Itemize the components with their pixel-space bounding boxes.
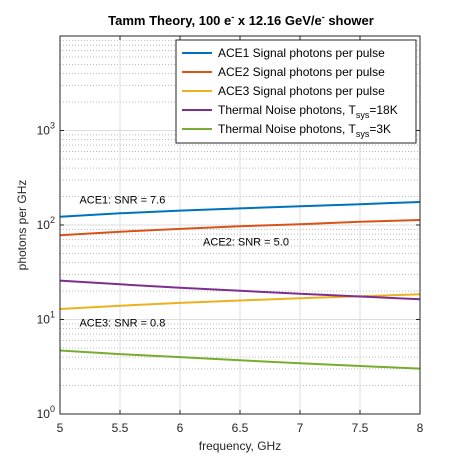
title-part: x 12.16 GeV/e (234, 13, 321, 28)
x-tick-label: 7.5 (352, 421, 369, 435)
annotations: ACE1: SNR = 7.6 ACE2: SNR = 5.0 ACE3: SNR … (79, 195, 289, 330)
title-part: shower (325, 13, 374, 28)
y-tick-label: 103 (37, 121, 55, 138)
y-axis-label: photons per GHz (15, 180, 29, 271)
snr-annotation: ACE2: SNR = 5.0 (203, 236, 289, 248)
series-line-5 (59, 349, 421, 370)
series-line-1 (59, 201, 421, 218)
series-line-2 (59, 219, 421, 237)
legend-entry: ACE2 Signal photons per pulse (218, 65, 385, 79)
x-tick-label: 6.5 (232, 421, 249, 435)
snr-annotation: ACE3: SNR = 0.8 (79, 318, 165, 330)
legend-box (175, 39, 417, 144)
legend-entry: ACE3 Signal photons per pulse (218, 84, 385, 98)
chart-title: Tamm Theory, 100 e- x 12.16 GeV/e- showe… (108, 12, 374, 28)
title-part: Tamm Theory, 100 e (108, 13, 231, 28)
series-lines (59, 201, 421, 370)
y-tick-label: 101 (37, 310, 55, 327)
title-part: - (322, 12, 325, 22)
x-tick-label: 8 (417, 421, 424, 435)
title-part: - (231, 12, 234, 22)
x-axis-label: frequency, GHz (199, 439, 281, 453)
x-tick-labels: 5 5.5 6 6.5 7 7.5 8 (57, 421, 424, 435)
snr-annotation: ACE1: SNR = 7.6 (79, 195, 165, 207)
x-tick-label: 5 (57, 421, 64, 435)
legend-entry: Thermal Noise photons, Tsys=18K (218, 103, 398, 120)
legend-entry: ACE1 Signal photons per pulse (218, 46, 385, 60)
y-tick-label: 102 (37, 215, 55, 232)
x-tick-label: 7 (297, 421, 304, 435)
x-tick-label: 5.5 (112, 421, 129, 435)
legend: ACE1 Signal photons per pulse ACE2 Signal… (175, 39, 417, 144)
axis-ticks (59, 36, 421, 415)
y-tick-label: 100 (37, 404, 55, 421)
series-line-4 (59, 279, 421, 301)
y-tick-labels: 100 101 102 103 (37, 121, 55, 422)
legend-entry: Thermal Noise photons, Tsys=3K (218, 122, 391, 139)
x-tick-label: 6 (177, 421, 184, 435)
